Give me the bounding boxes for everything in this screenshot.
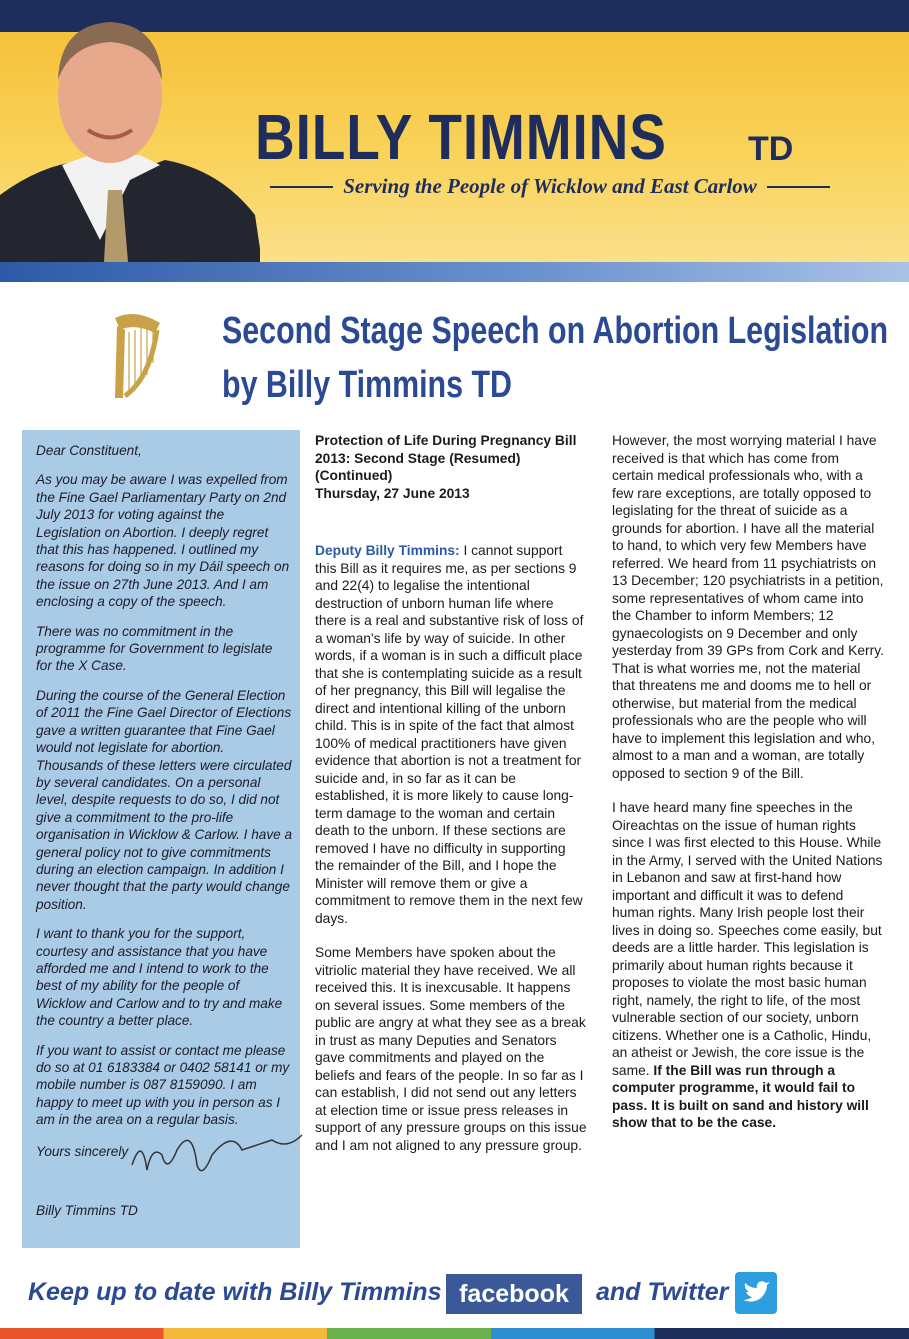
letter-box: Dear Constituent, As you may be aware I … — [22, 430, 303, 1248]
tagline-row: Serving the People of Wicklow and East C… — [270, 174, 830, 199]
speech-paragraph: I have heard many fine speeches in the O… — [612, 799, 884, 1132]
letter-paragraph: I want to thank you for the support, cou… — [36, 926, 283, 1029]
text: I have heard many fine speeches in the O… — [612, 800, 883, 1078]
portrait — [0, 22, 260, 262]
rule — [270, 185, 334, 188]
letter-paragraph: There was no commitment in the programme… — [36, 623, 273, 674]
letter-paragraph: If you want to assist or contact me plea… — [36, 1042, 290, 1128]
facebook-badge: facebook — [446, 1274, 582, 1314]
blue-bar — [0, 262, 909, 282]
rule — [766, 185, 830, 188]
signature — [131, 1134, 303, 1172]
title-line: by Billy Timmins TD — [222, 364, 512, 406]
column: However, the most worrying material I ha… — [612, 432, 884, 1149]
salutation: Dear Constituent, — [36, 443, 142, 458]
speech-paragraph: Some Members have spoken about the vitri… — [315, 945, 587, 1153]
date: Thursday, 27 June 2013 — [315, 485, 470, 501]
speech-heading: Protection of Life During Pregnancy Bill… — [315, 432, 587, 502]
speaker: Deputy Billy Timmins: — [315, 543, 460, 558]
name-suffix: TD — [748, 130, 794, 168]
twitter-text: and Twitter — [596, 1278, 729, 1306]
harp-emblem — [115, 314, 160, 399]
conclusion: If the Bill was run through a computer p… — [612, 1062, 869, 1131]
name: BILLY TIMMINS — [255, 101, 667, 173]
top-band — [0, 0, 909, 32]
twitter-icon — [735, 1272, 777, 1314]
footer-text: Keep up to date with Billy Timmins on — [28, 1278, 479, 1306]
letter-paragraph: During the course of the General Electio… — [36, 687, 293, 912]
text: I cannot support this Bill as it require… — [315, 543, 584, 926]
heading: Protection of Life During Pregnancy Bill… — [315, 433, 577, 483]
color-strip — [0, 1328, 909, 1339]
tagline: Serving the People of Wicklow and East C… — [343, 174, 757, 198]
column: Protection of Life During Pregnancy Bill… — [315, 432, 587, 1171]
footer: Keep up to date with Billy Timmins on fa… — [0, 1262, 909, 1328]
letter-paragraph: As you may be aware I was expelled from … — [36, 472, 290, 610]
title-line: Second Stage Speech on Abortion Legislat… — [222, 310, 889, 352]
speech-paragraph: Deputy Billy Timmins: I cannot support t… — [315, 542, 587, 927]
closing: Yours sincerely — [36, 1143, 129, 1159]
speech-paragraph: However, the most worrying material I ha… — [612, 433, 884, 781]
signoff: Billy Timmins TD — [36, 1203, 138, 1219]
